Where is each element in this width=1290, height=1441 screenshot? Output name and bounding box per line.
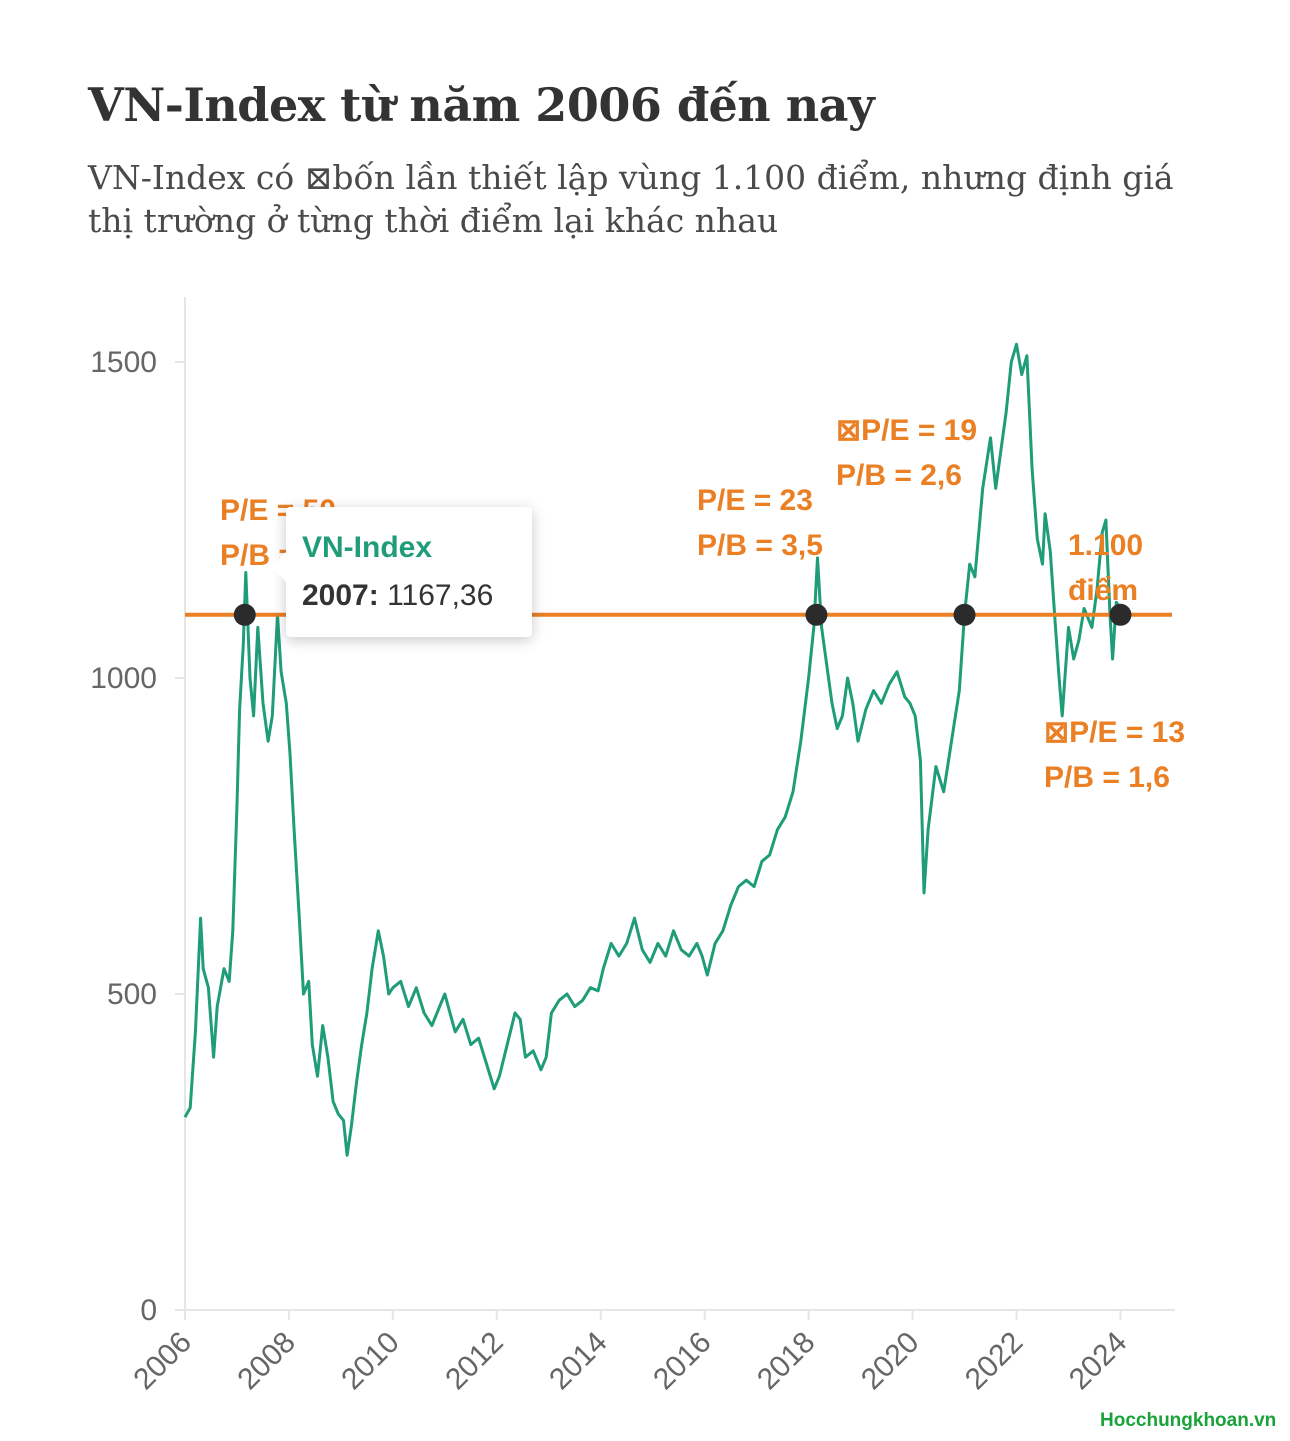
- y-tick-label: 1500: [90, 346, 157, 379]
- y-tick-label: 500: [107, 978, 157, 1011]
- annotation-label: P/B = 3,5: [697, 529, 823, 562]
- marker-point: [953, 603, 976, 626]
- x-tick-label: 2012: [439, 1326, 510, 1397]
- tooltip-arrow: [271, 552, 286, 582]
- chart-axes: 0 500 1000 1500 2006 2008 2010 2012 2014 2016 2018…: [90, 297, 1175, 1396]
- series-line-vn-index: [183, 342, 1122, 1157]
- annotation-label: ⊠P/E = 13: [1044, 716, 1185, 749]
- x-tick-label: 2024: [1063, 1326, 1134, 1397]
- annotation-label: P/B = 2,6: [836, 459, 962, 492]
- series-layer: [183, 342, 1122, 1157]
- x-tick-label: 2010: [335, 1326, 406, 1397]
- x-tick-label: 2014: [543, 1326, 614, 1397]
- x-tick-label: 2018: [751, 1326, 822, 1397]
- y-tick-label: 1000: [90, 662, 157, 695]
- x-tick-label: 2020: [855, 1326, 926, 1397]
- marker-point: [233, 603, 256, 626]
- annotation-label: P/B = 1,6: [1044, 761, 1170, 794]
- chart-tooltip: VN-Index 2007: 1167,36: [271, 507, 532, 637]
- tooltip-row: 2007: 1167,36: [302, 579, 493, 613]
- chart-subtitle: VN-Index có ⊠bốn lần thiết lập vùng 1.10…: [88, 158, 1174, 240]
- tooltip-series-name: VN-Index: [302, 531, 433, 564]
- x-tick-label: 2006: [127, 1326, 198, 1397]
- tooltip-key: 2007:: [302, 579, 379, 612]
- chart-title: VN-Index từ năm 2006 đến nay: [88, 78, 875, 132]
- x-tick-label: 2008: [231, 1326, 302, 1397]
- x-tick-label: 2022: [959, 1326, 1030, 1397]
- y-tick-label: 0: [140, 1294, 157, 1327]
- tooltip-value: 1167,36: [387, 579, 494, 612]
- marker-point: [1109, 603, 1132, 626]
- annotation-label: 1.100: [1068, 529, 1143, 562]
- annotation-label: ⊠P/E = 19: [836, 414, 977, 447]
- annotation-label: P/E = 23: [697, 484, 813, 517]
- marker-point: [805, 603, 828, 626]
- watermark: Hocchungkhoan.vn: [1100, 1410, 1277, 1431]
- x-tick-label: 2016: [647, 1326, 718, 1397]
- annotation-label: điểm: [1068, 574, 1138, 607]
